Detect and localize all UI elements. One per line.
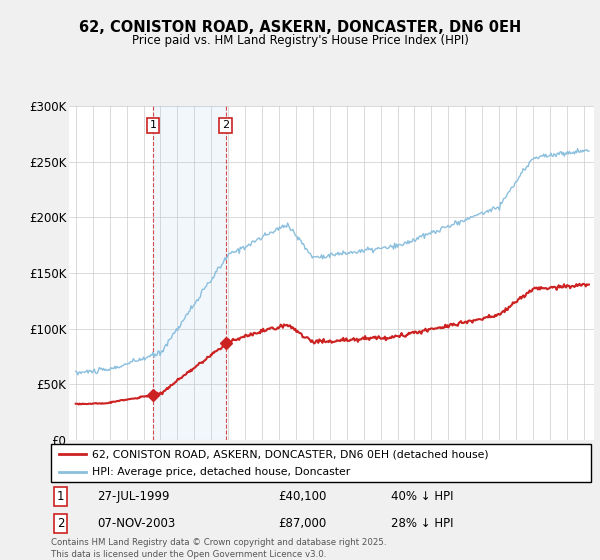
Text: Contains HM Land Registry data © Crown copyright and database right 2025.
This d: Contains HM Land Registry data © Crown c… <box>51 538 386 559</box>
Text: 2: 2 <box>57 517 64 530</box>
Text: Price paid vs. HM Land Registry's House Price Index (HPI): Price paid vs. HM Land Registry's House … <box>131 34 469 46</box>
Text: 27-JUL-1999: 27-JUL-1999 <box>97 490 169 503</box>
Text: 07-NOV-2003: 07-NOV-2003 <box>97 517 175 530</box>
Text: 62, CONISTON ROAD, ASKERN, DONCASTER, DN6 0EH: 62, CONISTON ROAD, ASKERN, DONCASTER, DN… <box>79 20 521 35</box>
Text: £40,100: £40,100 <box>278 490 326 503</box>
Text: 1: 1 <box>57 490 64 503</box>
Text: £87,000: £87,000 <box>278 517 326 530</box>
FancyBboxPatch shape <box>51 444 591 482</box>
Text: 1: 1 <box>149 120 157 130</box>
Text: 62, CONISTON ROAD, ASKERN, DONCASTER, DN6 0EH (detached house): 62, CONISTON ROAD, ASKERN, DONCASTER, DN… <box>91 449 488 459</box>
Text: 28% ↓ HPI: 28% ↓ HPI <box>391 517 454 530</box>
Text: 40% ↓ HPI: 40% ↓ HPI <box>391 490 454 503</box>
Text: 2: 2 <box>222 120 229 130</box>
Bar <box>153 106 226 440</box>
Text: HPI: Average price, detached house, Doncaster: HPI: Average price, detached house, Donc… <box>91 467 350 477</box>
